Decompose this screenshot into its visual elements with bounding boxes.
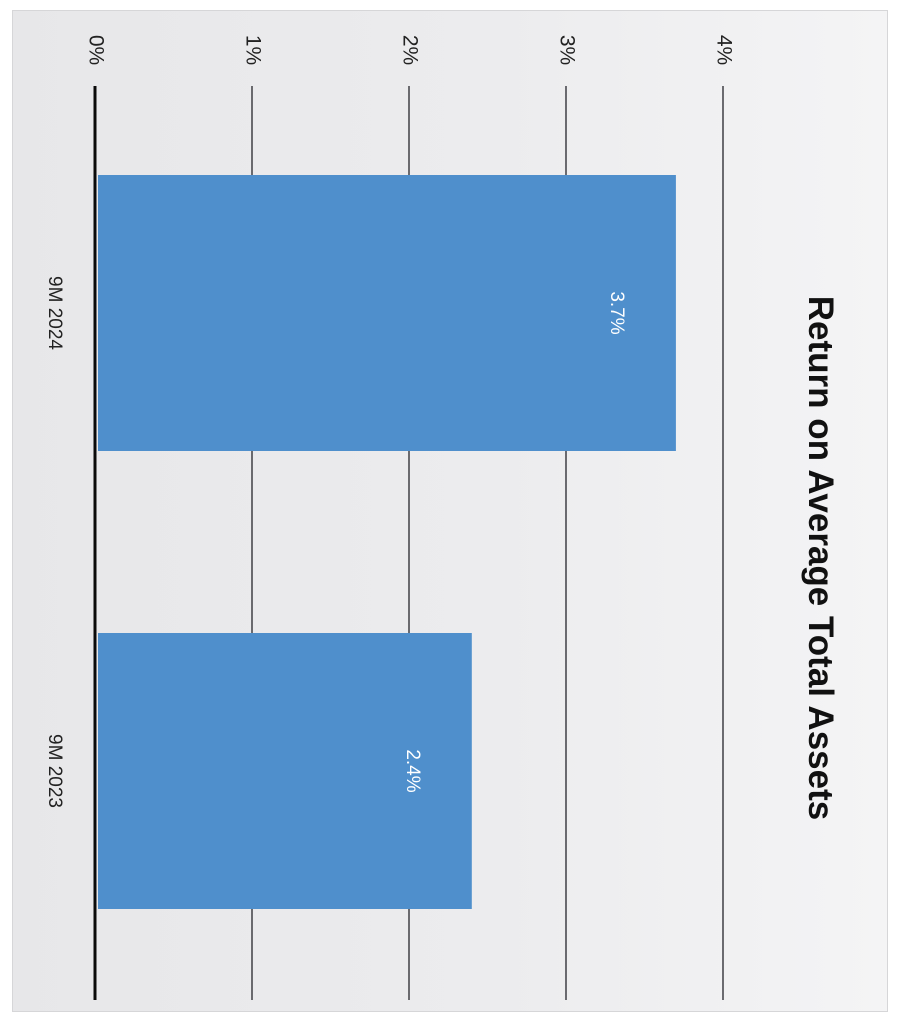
labels: 0% 1% 2% 3% 4% 3.7% 9M 2024 2.4% 9M 2023	[44, 35, 735, 808]
category-label: 9M 2024	[44, 276, 65, 350]
y-tick-label: 4%	[712, 35, 735, 65]
data-label: 3.7%	[606, 291, 627, 334]
bar	[98, 633, 472, 909]
bar	[98, 175, 676, 451]
y-tick-label: 2%	[398, 35, 421, 65]
data-label: 2.4%	[402, 749, 423, 792]
category-label: 9M 2023	[44, 734, 65, 808]
bars	[98, 175, 676, 909]
y-tick-label: 0%	[84, 35, 107, 65]
y-tick-label: 3%	[555, 35, 578, 65]
chart-card: 0% 1% 2% 3% 4% 3.7% 9M 2024 2.4% 9M 2023 Return …	[12, 10, 888, 1012]
chart-title: Return on Average Total Assets	[801, 296, 840, 820]
chart-svg: 0% 1% 2% 3% 4% 3.7% 9M 2024 2.4% 9M 2023 Return …	[44, 35, 840, 1000]
y-tick-label: 1%	[241, 35, 264, 65]
